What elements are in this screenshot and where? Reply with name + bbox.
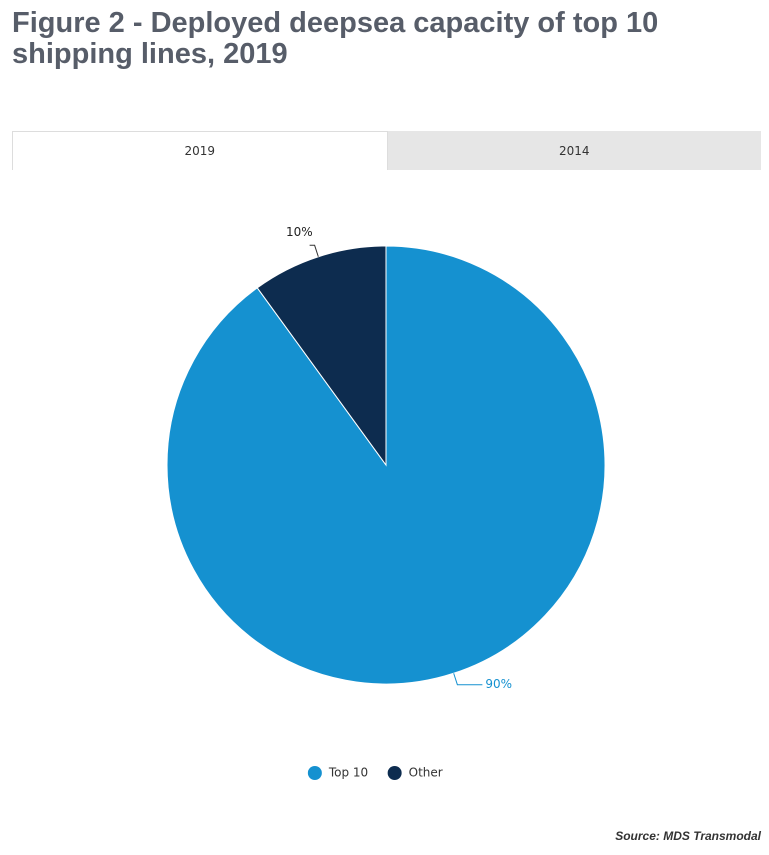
chart: 90% 10% Top 10 Other [166,225,606,780]
legend-marker [387,766,402,780]
tab-bar: 2019 2014 [12,131,761,170]
leader-line [309,244,319,257]
chart-title: Figure 2 - Deployed deepsea capacity of … [12,7,659,70]
leader-line [453,673,483,686]
legend-label: Other [409,766,443,780]
tab[interactable]: 2014 [558,143,590,158]
tab[interactable]: 2019 [12,131,388,170]
data-label: 90% [485,677,512,691]
source-note: Source: MDS Transmodal [615,829,761,843]
legend-label: Top 10 [328,766,368,780]
legend-marker [307,766,322,780]
data-label: 10% [286,225,313,239]
